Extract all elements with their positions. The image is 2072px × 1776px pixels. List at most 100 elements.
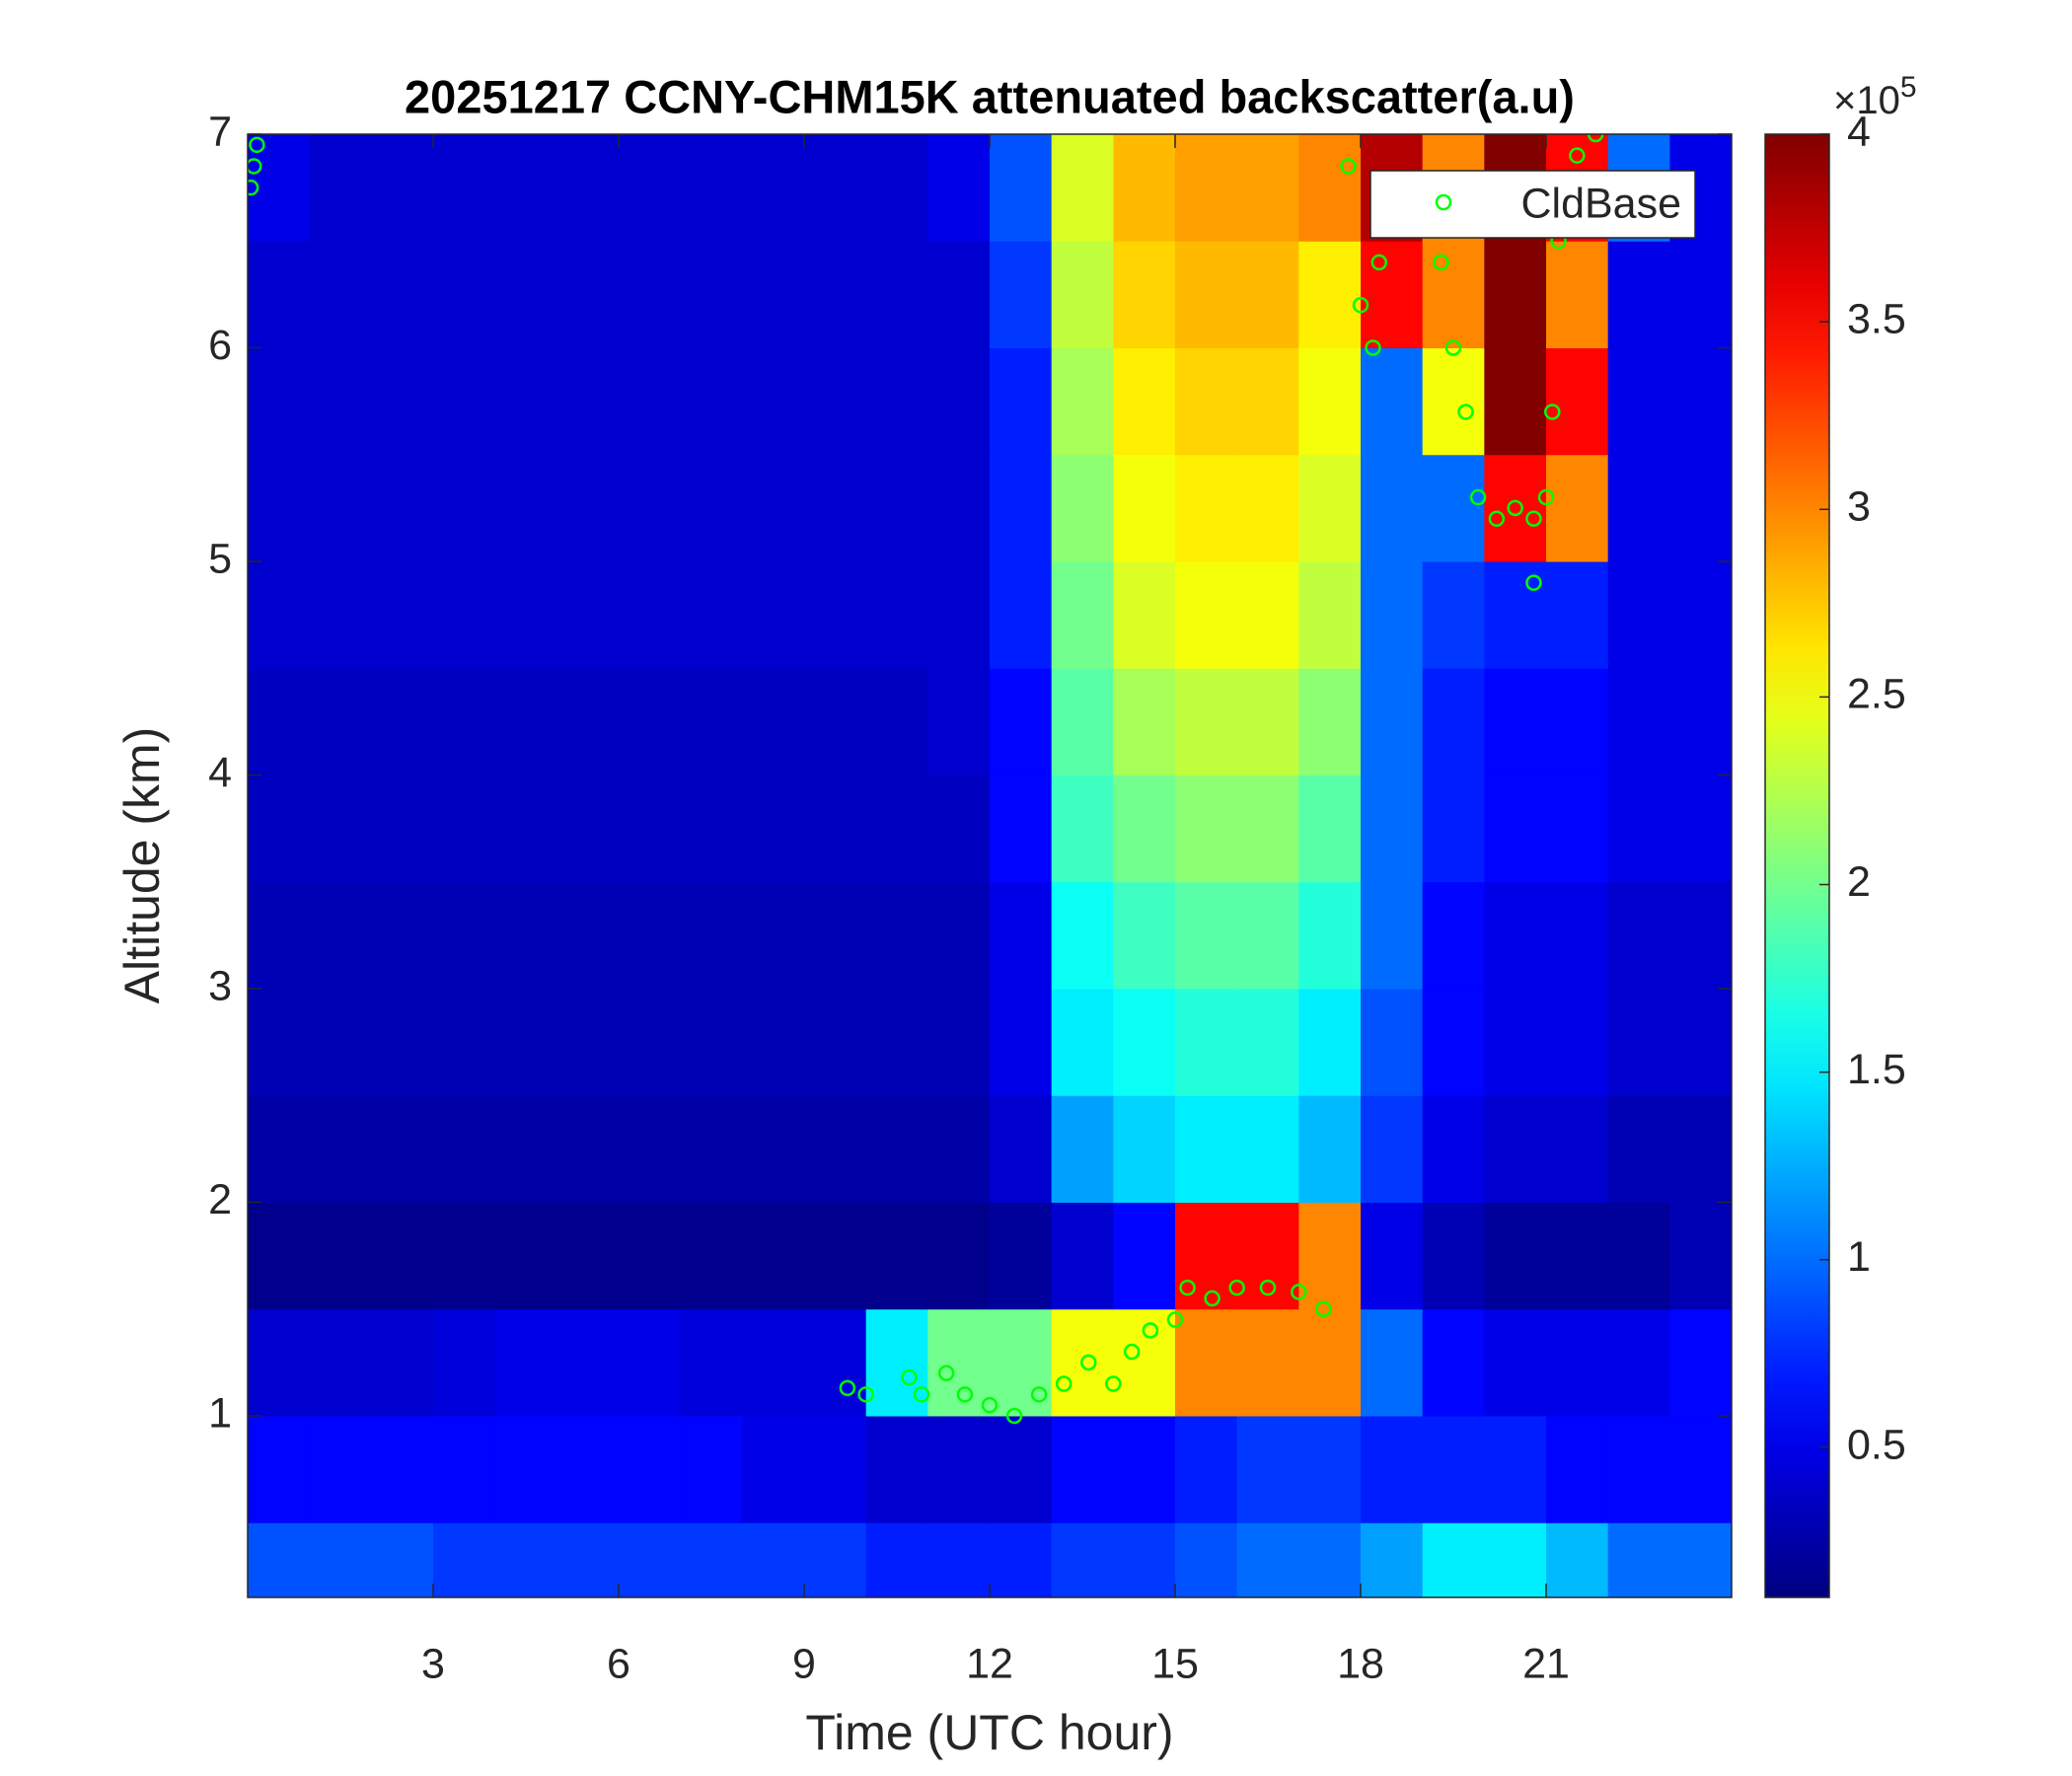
cloud-base-marker bbox=[248, 158, 262, 175]
heatmap-cell bbox=[1051, 347, 1114, 456]
heatmap-cell bbox=[990, 347, 1053, 456]
heatmap-cell bbox=[804, 988, 867, 1096]
heatmap-cell bbox=[556, 988, 620, 1096]
heatmap-cell bbox=[865, 134, 928, 242]
heatmap-cell bbox=[990, 988, 1053, 1096]
heatmap-cell bbox=[619, 1202, 682, 1310]
heatmap-cell bbox=[1422, 988, 1485, 1096]
heatmap-cell bbox=[742, 134, 805, 242]
heatmap-cell bbox=[248, 1095, 311, 1203]
heatmap-cell bbox=[1298, 1522, 1362, 1597]
heatmap-cell bbox=[433, 881, 496, 990]
heatmap-cell bbox=[248, 347, 311, 456]
heatmap-cell bbox=[1051, 454, 1114, 562]
heatmap-cell bbox=[1422, 881, 1485, 990]
heatmap-cell bbox=[865, 1095, 928, 1203]
cloud-base-marker bbox=[1123, 1343, 1141, 1361]
heatmap-cell bbox=[248, 560, 311, 669]
heatmap-cell bbox=[927, 1202, 991, 1310]
heatmap-cell bbox=[556, 1522, 620, 1597]
heatmap-cell bbox=[990, 454, 1053, 562]
heatmap-cell bbox=[1669, 1095, 1732, 1203]
x-tick-label: 12 bbox=[966, 1640, 1013, 1687]
heatmap-cell bbox=[494, 1095, 557, 1203]
heatmap-cell bbox=[494, 668, 557, 776]
heatmap-cell bbox=[1422, 454, 1485, 562]
heatmap-cell bbox=[1175, 241, 1238, 348]
heatmap-cell bbox=[1113, 347, 1176, 456]
heatmap-cell bbox=[1484, 1415, 1547, 1523]
heatmap-cell bbox=[927, 988, 991, 1096]
heatmap-cell bbox=[494, 241, 557, 348]
heatmap-cell bbox=[742, 347, 805, 456]
heatmap-cell bbox=[1236, 241, 1299, 348]
heatmap-cell bbox=[1546, 775, 1609, 883]
heatmap-cell bbox=[1236, 347, 1299, 456]
heatmap-cell bbox=[619, 1415, 682, 1523]
heatmap-cell bbox=[1607, 988, 1670, 1096]
heatmap-cell bbox=[1546, 347, 1609, 456]
heatmap-cell bbox=[1113, 241, 1176, 348]
cloud-base-marker bbox=[1433, 254, 1449, 271]
heatmap-cell bbox=[556, 560, 620, 669]
heatmap-cell bbox=[1236, 988, 1299, 1096]
heatmap-cell bbox=[494, 1202, 557, 1310]
heatmap-cell bbox=[371, 668, 434, 776]
heatmap-cell bbox=[1361, 881, 1424, 990]
heatmap-cell bbox=[1175, 1202, 1238, 1310]
heatmap-cell bbox=[1422, 775, 1485, 883]
heatmap-cell bbox=[990, 1522, 1053, 1597]
heatmap-cell bbox=[1361, 1202, 1424, 1310]
heatmap-cell bbox=[309, 134, 372, 242]
heatmap-cell bbox=[1051, 668, 1114, 776]
heatmap-cell bbox=[371, 881, 434, 990]
heatmap-cell bbox=[494, 1308, 557, 1417]
heatmap-cell bbox=[1298, 1202, 1362, 1310]
heatmap-cell bbox=[927, 347, 991, 456]
heatmap-cell bbox=[371, 1415, 434, 1523]
cloud-base-marker bbox=[981, 1396, 999, 1414]
cloud-base-marker bbox=[839, 1379, 856, 1397]
heatmap-cell bbox=[433, 1308, 496, 1417]
heatmap-cell bbox=[494, 775, 557, 883]
heatmap-cell bbox=[1361, 988, 1424, 1096]
heatmap-cell bbox=[309, 241, 372, 348]
heatmap-cell bbox=[1422, 1095, 1485, 1203]
heatmap-cell bbox=[371, 1202, 434, 1310]
heatmap-cell bbox=[1669, 347, 1732, 456]
heatmap-cell bbox=[680, 454, 743, 562]
cloud-base-marker bbox=[956, 1386, 974, 1403]
heatmap-cell bbox=[1298, 988, 1362, 1096]
heatmap-cell bbox=[1546, 1308, 1609, 1417]
heatmap-cell bbox=[1113, 454, 1176, 562]
heatmap-cell bbox=[371, 454, 434, 562]
heatmap-cell bbox=[804, 775, 867, 883]
heatmap-cell bbox=[1236, 1202, 1299, 1310]
cloud-base-marker bbox=[1525, 574, 1542, 591]
heatmap-cell bbox=[1113, 134, 1176, 242]
heatmap-cell bbox=[680, 775, 743, 883]
heatmap-cell bbox=[1546, 241, 1609, 348]
heatmap-cell bbox=[619, 454, 682, 562]
heatmap-cell bbox=[1607, 347, 1670, 456]
heatmap-cell bbox=[927, 454, 991, 562]
heatmap-cell bbox=[309, 1415, 372, 1523]
heatmap-cell bbox=[1298, 1095, 1362, 1203]
heatmap-cell bbox=[927, 134, 991, 242]
cloud-base-marker bbox=[1544, 404, 1561, 420]
heatmap-cell bbox=[1361, 1415, 1424, 1523]
heatmap-cell bbox=[927, 560, 991, 669]
heatmap-cell bbox=[1236, 1522, 1299, 1597]
heatmap-cell bbox=[927, 1415, 991, 1523]
cloud-base-marker bbox=[937, 1365, 955, 1381]
heatmap-cell bbox=[742, 1308, 805, 1417]
heatmap-cell bbox=[1484, 1202, 1547, 1310]
heatmap-cell bbox=[248, 1522, 311, 1597]
x-tick-label: 15 bbox=[1151, 1640, 1199, 1687]
cloud-base-marker bbox=[1365, 339, 1381, 356]
heatmap-cell bbox=[1669, 775, 1732, 883]
heatmap-cell bbox=[804, 1415, 867, 1523]
heatmap-cell bbox=[1607, 1308, 1670, 1417]
y-tick-label: 1 bbox=[208, 1389, 232, 1437]
cloud-base-marker bbox=[1488, 510, 1506, 527]
